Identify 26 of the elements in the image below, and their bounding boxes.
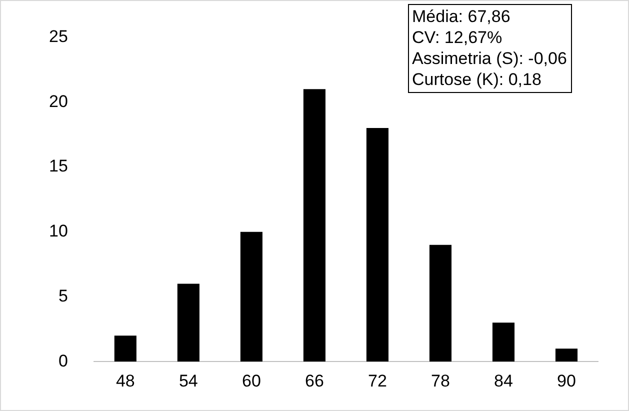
x-tick-label: 48 [116, 371, 135, 390]
x-tick-label: 60 [242, 371, 261, 390]
y-tick-label: 5 [58, 286, 68, 306]
y-tick-label: 10 [48, 222, 68, 241]
bar [555, 348, 578, 362]
bar [492, 322, 515, 362]
x-tick-label: 54 [178, 371, 198, 390]
x-tick-label: 66 [304, 371, 324, 390]
bar [114, 336, 136, 362]
annotation: Curtose (K): 0,18 [412, 69, 542, 90]
x-tick-label: 90 [557, 371, 576, 390]
bar [429, 244, 452, 362]
text: Média: 67,86 [412, 6, 512, 27]
annotation: CV: 12,67% [412, 27, 504, 48]
bar [366, 128, 388, 362]
x-tick-label: 84 [494, 371, 513, 390]
bar [240, 232, 262, 362]
y-tick-label: 25 [48, 26, 68, 46]
bar [177, 284, 200, 362]
annotation: Assimetria (S): -0,06 [412, 48, 567, 69]
bar [303, 89, 326, 362]
x-tick-label: 72 [368, 371, 387, 390]
y-tick-label: 0 [58, 351, 68, 370]
y-tick-label: 20 [48, 92, 68, 111]
x-tick-label: 78 [431, 371, 450, 390]
y-tick-label: 15 [48, 156, 68, 176]
